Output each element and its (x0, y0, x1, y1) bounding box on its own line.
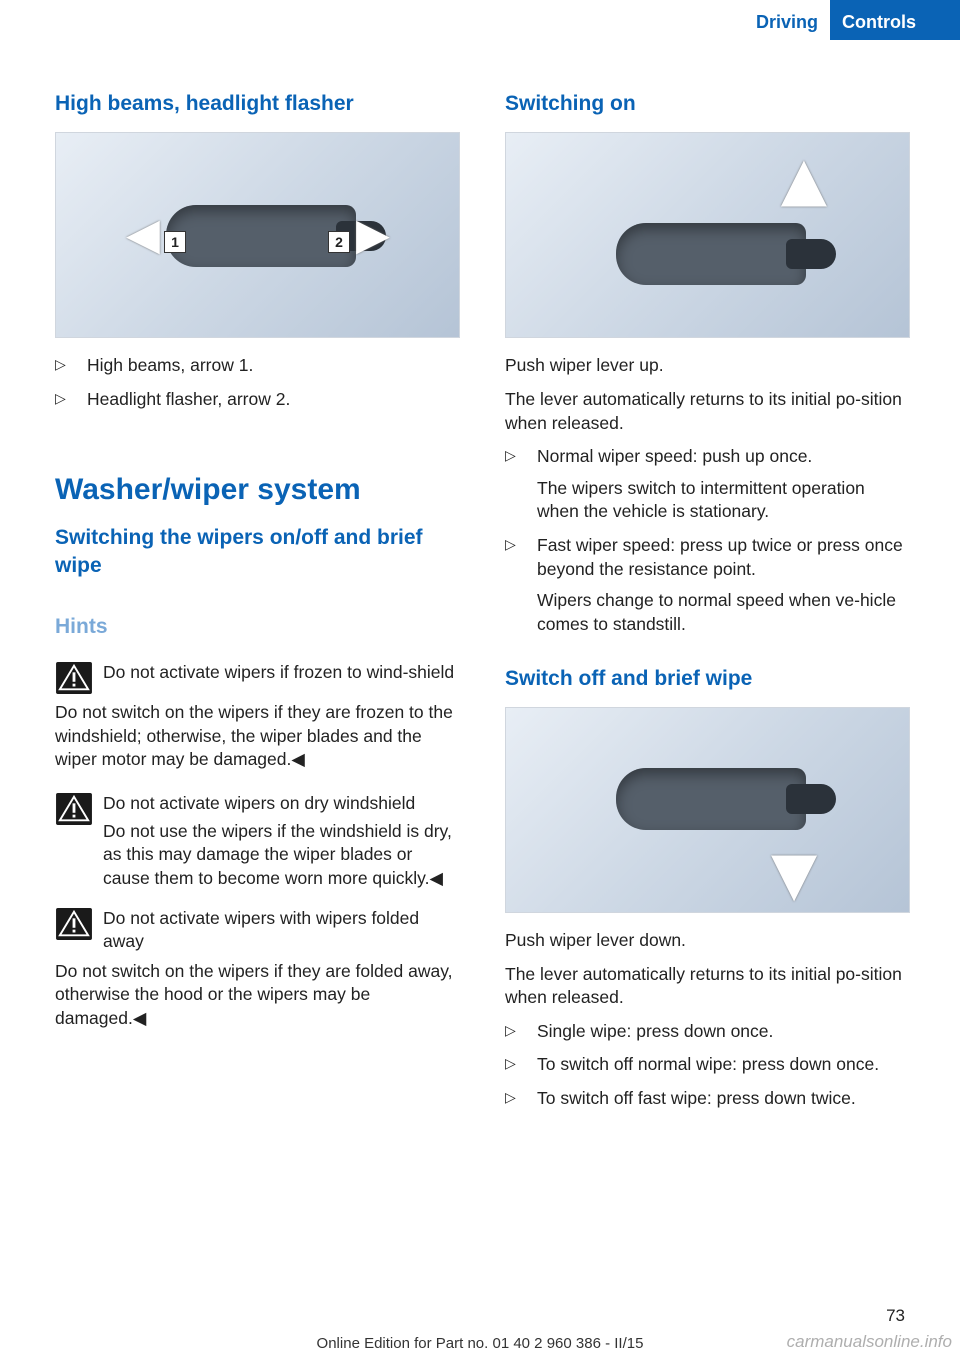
paragraph: The lever automatically returns to its i… (505, 963, 910, 1010)
page-header: Driving Controls (0, 0, 960, 40)
heading-hints: Hints (55, 613, 460, 641)
arrow-up-icon: ▶ (759, 161, 840, 207)
list-item: Normal wiper speed: push up once. The wi… (505, 445, 910, 524)
arrow-right-icon: ▶ (356, 205, 390, 264)
list-item: To switch off fast wipe: press down twic… (505, 1087, 910, 1111)
list-item-text: To switch off normal wipe: press down on… (537, 1053, 910, 1077)
heading-washer-wiper: Washer/wiper system (55, 470, 460, 511)
header-section-right: Controls (830, 0, 960, 40)
list-item-text: To switch off fast wipe: press down twic… (537, 1087, 910, 1111)
badge-1: 1 (164, 231, 186, 253)
list-item: High beams, arrow 1. (55, 354, 460, 378)
list-item-text: High beams, arrow 1. (87, 354, 460, 378)
illustration-high-beams: ◀ ▶ 1 2 (55, 132, 460, 338)
list-item-sub: The wipers switch to intermittent operat… (537, 477, 910, 524)
warning-icon (55, 792, 93, 826)
hint-block: Do not activate wipers if frozen to wind… (55, 661, 460, 695)
header-section-left: Driving (715, 0, 830, 40)
list-item-text: Single wipe: press down once. (537, 1020, 910, 1044)
arrow-left-icon: ◀ (126, 205, 160, 264)
illustration-switch-off: ▶ (505, 707, 910, 913)
heading-switching-on: Switching on (505, 90, 910, 118)
page-number-area: 73 (0, 1305, 960, 1328)
hint-lead: Do not activate wipers if frozen to wind… (103, 661, 460, 695)
hint-body-inline: Do not use the wipers if the windshield … (103, 820, 460, 891)
bullet-list-switch-off: Single wipe: press down once. To switch … (505, 1020, 910, 1121)
warning-icon (55, 907, 93, 941)
page-number: 73 (886, 1305, 905, 1328)
badge-2: 2 (328, 231, 350, 253)
hint-lead-line1: Do not activate wipers on dry windshield (103, 792, 460, 816)
hint-lead: Do not activate wipers with wipers folde… (103, 907, 460, 954)
list-item-main: Fast wiper speed: press up twice or pres… (537, 534, 910, 581)
paragraph: Push wiper lever up. (505, 354, 910, 378)
illustration-switch-on: ▶ (505, 132, 910, 338)
list-item-text: Headlight flasher, arrow 2. (87, 388, 460, 412)
list-item: To switch off normal wipe: press down on… (505, 1053, 910, 1077)
content-area: High beams, headlight flasher ◀ ▶ 1 2 Hi… (0, 40, 960, 1121)
paragraph: Push wiper lever down. (505, 929, 910, 953)
watermark: carmanualsonline.info (787, 1331, 952, 1354)
bullet-list-high-beams: High beams, arrow 1. Headlight flasher, … (55, 354, 460, 421)
heading-high-beams: High beams, headlight flasher (55, 90, 460, 118)
lever-shape (616, 223, 806, 285)
bullet-list-switch-on: Normal wiper speed: push up once. The wi… (505, 445, 910, 646)
hint-body: Do not switch on the wipers if they are … (55, 701, 460, 772)
hint-lead: Do not activate wipers on dry windshield… (103, 792, 460, 891)
arrow-down-icon: ▶ (759, 855, 840, 901)
lever-shape (616, 768, 806, 830)
list-item-main: Normal wiper speed: push up once. (537, 445, 910, 469)
list-item-content: Normal wiper speed: push up once. The wi… (537, 445, 910, 524)
left-column: High beams, headlight flasher ◀ ▶ 1 2 Hi… (55, 90, 460, 1121)
list-item: Single wipe: press down once. (505, 1020, 910, 1044)
paragraph: The lever automatically returns to its i… (505, 388, 910, 435)
right-column: Switching on ▶ Push wiper lever up. The … (505, 90, 910, 1121)
footer-text: Online Edition for Part no. 01 40 2 960 … (317, 1334, 644, 1354)
hint-block: Do not activate wipers on dry windshield… (55, 792, 460, 891)
list-item-sub: Wipers change to normal speed when ve‐hi… (537, 589, 910, 636)
warning-icon (55, 661, 93, 695)
list-item: Fast wiper speed: press up twice or pres… (505, 534, 910, 637)
list-item-content: Fast wiper speed: press up twice or pres… (537, 534, 910, 637)
heading-switch-off: Switch off and brief wipe (505, 665, 910, 693)
heading-switching-onoff: Switching the wipers on/off and brief wi… (55, 524, 460, 581)
list-item: Headlight flasher, arrow 2. (55, 388, 460, 412)
hint-block: Do not activate wipers with wipers folde… (55, 907, 460, 954)
hint-body: Do not switch on the wipers if they are … (55, 960, 460, 1031)
